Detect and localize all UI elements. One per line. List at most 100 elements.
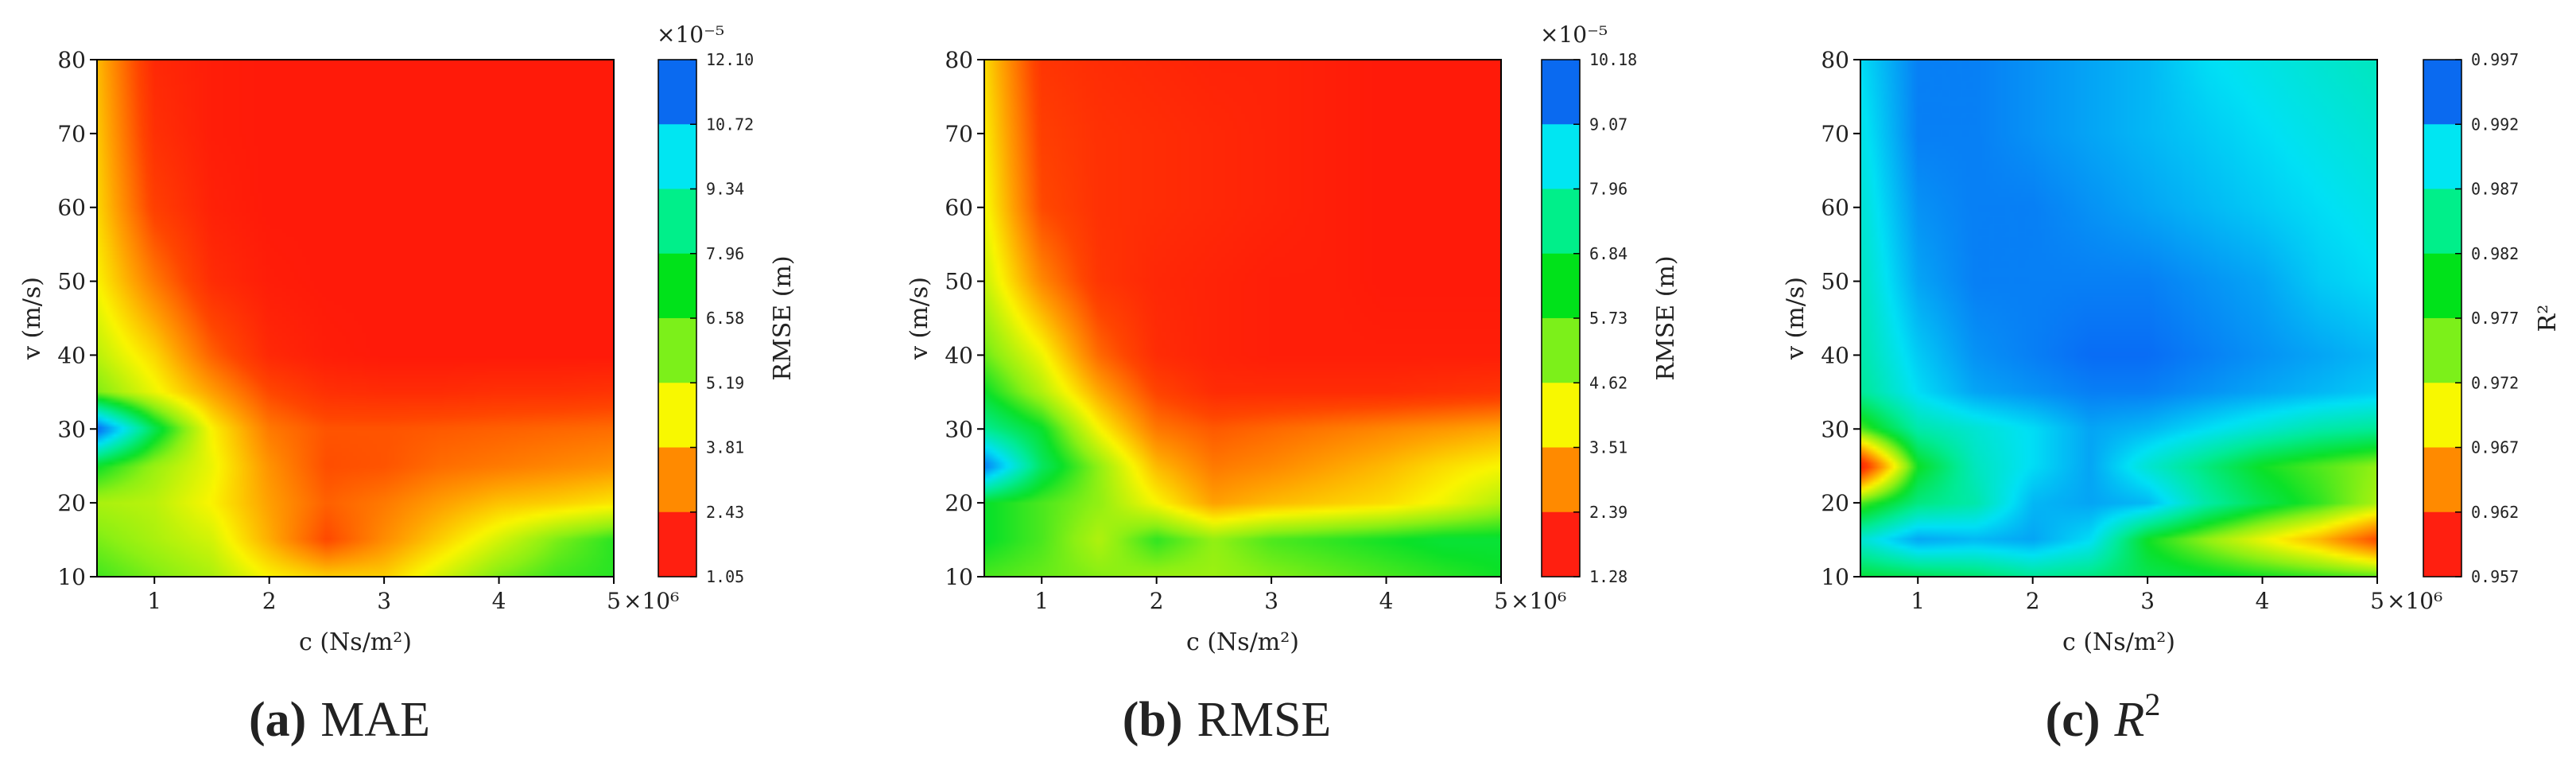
- x-tick-label: 1: [1034, 588, 1049, 614]
- y-tick-label: 30: [57, 416, 86, 442]
- y-axis-label: v (m/s): [906, 277, 933, 360]
- x-axis-label: c (Ns/m²): [299, 628, 412, 656]
- colorbar-multiplier: ×10⁻⁵: [1540, 21, 1608, 48]
- y-tick-label: 10: [945, 564, 973, 590]
- colorbar: 10.18 9.07 7.96 6.84 5.73 4.62 3.51 2.39 1.28 ×10…: [1540, 21, 1680, 586]
- plot-frame: [1860, 59, 2378, 578]
- colorbar-band: [2423, 60, 2462, 125]
- colorbar-band: [2423, 318, 2462, 383]
- y-axis-label: v (m/s): [18, 277, 46, 360]
- colorbar-tick-label: 0.977: [2471, 309, 2519, 328]
- caption-letter: (b): [1123, 693, 1183, 747]
- y-tick-label: 80: [57, 47, 86, 73]
- panel-2: 1 2 3 4 5 ×10⁶ 10 20 30 40 50 60 70 80 c (Ns/m²) v (m/s…: [906, 21, 1680, 747]
- plot-frame: [983, 59, 1502, 578]
- colorbar-band: [2423, 124, 2462, 189]
- x-tick-label: 2: [262, 588, 277, 614]
- y-axis-label: v (m/s): [1782, 277, 1810, 360]
- colorbar-band: [658, 383, 696, 448]
- y-tick-label: 40: [1821, 342, 1849, 368]
- x-tick-label: 2: [1150, 588, 1164, 614]
- y-tick-label: 50: [57, 269, 86, 295]
- x-multiplier: ×10⁶: [1511, 588, 1566, 614]
- x-tick-label: 1: [147, 588, 161, 614]
- x-tick-label: 3: [2140, 588, 2155, 614]
- colorbar-band: [2423, 447, 2462, 513]
- plot-frame: [96, 59, 615, 578]
- caption-text: R: [2113, 693, 2144, 747]
- y-tick-label: 50: [1821, 269, 1849, 295]
- colorbar-tick-label: 0.967: [2471, 438, 2519, 457]
- colorbar-multiplier: ×10⁻⁵: [657, 21, 724, 48]
- y-tick-label: 70: [945, 121, 973, 147]
- x-multiplier: ×10⁶: [623, 588, 679, 614]
- colorbar-band: [2423, 189, 2462, 255]
- colorbar-band: [658, 60, 696, 125]
- y-tick-label: 70: [1821, 121, 1849, 147]
- colorbar-tick-label: 5.73: [1589, 309, 1627, 328]
- colorbar-band: [658, 511, 696, 578]
- x-tick-label: 5: [607, 588, 621, 614]
- colorbar-band: [658, 124, 696, 189]
- colorbar-tick-label: 0.957: [2471, 567, 2519, 586]
- x-tick-label: 5: [1494, 588, 1508, 614]
- y-tick-label: 80: [945, 47, 973, 73]
- colorbar: 0.997 0.992 0.987 0.982 0.977 0.972 0.967 0.962…: [2423, 50, 2562, 586]
- colorbar-label: R²: [2534, 305, 2562, 332]
- y-tick-label: 30: [945, 416, 973, 442]
- colorbar-band: [1542, 124, 1580, 189]
- x-multiplier: ×10⁶: [2387, 588, 2442, 614]
- colorbar-tick-label: 3.81: [706, 438, 744, 457]
- heatmap-field: [984, 60, 1501, 577]
- y-tick-label: 70: [57, 121, 86, 147]
- y-tick-label: 40: [945, 342, 973, 368]
- colorbar-tick-label: 4.62: [1589, 373, 1627, 392]
- colorbar-tick-label: 3.51: [1589, 438, 1627, 457]
- colorbar-tick-label: 0.982: [2471, 244, 2519, 263]
- heatmap-field: [1860, 60, 2377, 577]
- colorbar-band: [1542, 511, 1580, 578]
- panel-1: 1 2 3 4 5 ×10⁶ 10 20 30 40 50 60 70 80 c (Ns/m²) v (m/s…: [18, 21, 797, 747]
- x-tick-label: 5: [2370, 588, 2384, 614]
- y-tick-label: 40: [57, 342, 86, 368]
- colorbar-band: [658, 189, 696, 255]
- colorbar-tick-label: 9.34: [706, 180, 744, 199]
- colorbar: 12.10 10.72 9.34 7.96 6.58 5.19 3.81 2.43 1.05 ×1…: [657, 21, 797, 586]
- colorbar-label: RMSE (m): [1652, 255, 1680, 380]
- colorbar-band: [1542, 189, 1580, 255]
- y-tick-label: 50: [945, 269, 973, 295]
- colorbar-tick-label: 12.10: [706, 50, 754, 69]
- colorbar-tick-label: 1.05: [706, 567, 744, 586]
- colorbar-band: [658, 318, 696, 383]
- colorbar-band: [1542, 318, 1580, 383]
- caption-letter: (a): [249, 693, 306, 747]
- colorbar-tick-label: 1.28: [1589, 567, 1627, 586]
- x-tick-label: 4: [1379, 588, 1394, 614]
- colorbar-tick-label: 9.07: [1589, 115, 1627, 134]
- y-tick-label: 60: [945, 195, 973, 221]
- y-tick-label: 30: [1821, 416, 1849, 442]
- y-tick-label: 20: [945, 490, 973, 516]
- x-axis-label: c (Ns/m²): [1186, 628, 1299, 656]
- colorbar-label: RMSE (m): [769, 255, 797, 380]
- colorbar-tick-label: 10.18: [1589, 50, 1637, 69]
- panel-caption: (c) R2: [2046, 686, 2161, 747]
- caption-superscript: 2: [2144, 686, 2160, 722]
- y-tick-label: 10: [57, 564, 86, 590]
- colorbar-band: [1542, 447, 1580, 513]
- colorbar-tick-label: 7.96: [706, 244, 744, 263]
- x-tick-label: 3: [1264, 588, 1278, 614]
- colorbar-tick-label: 2.43: [706, 503, 744, 522]
- panel-3: 1 2 3 4 5 ×10⁶ 10 20 30 40 50 60 70 80 c (Ns/m²) v (m/s…: [1782, 47, 2562, 747]
- x-tick-label: 4: [492, 588, 506, 614]
- y-tick-label: 20: [1821, 490, 1849, 516]
- y-tick-label: 60: [57, 195, 86, 221]
- colorbar-tick-label: 0.997: [2471, 50, 2519, 69]
- colorbar-tick-label: 0.972: [2471, 373, 2519, 392]
- colorbar-band: [658, 253, 696, 319]
- colorbar-tick-label: 6.58: [706, 309, 744, 328]
- colorbar-band: [1542, 60, 1580, 125]
- colorbar-tick-label: 6.84: [1589, 244, 1627, 263]
- colorbar-band: [1542, 383, 1580, 448]
